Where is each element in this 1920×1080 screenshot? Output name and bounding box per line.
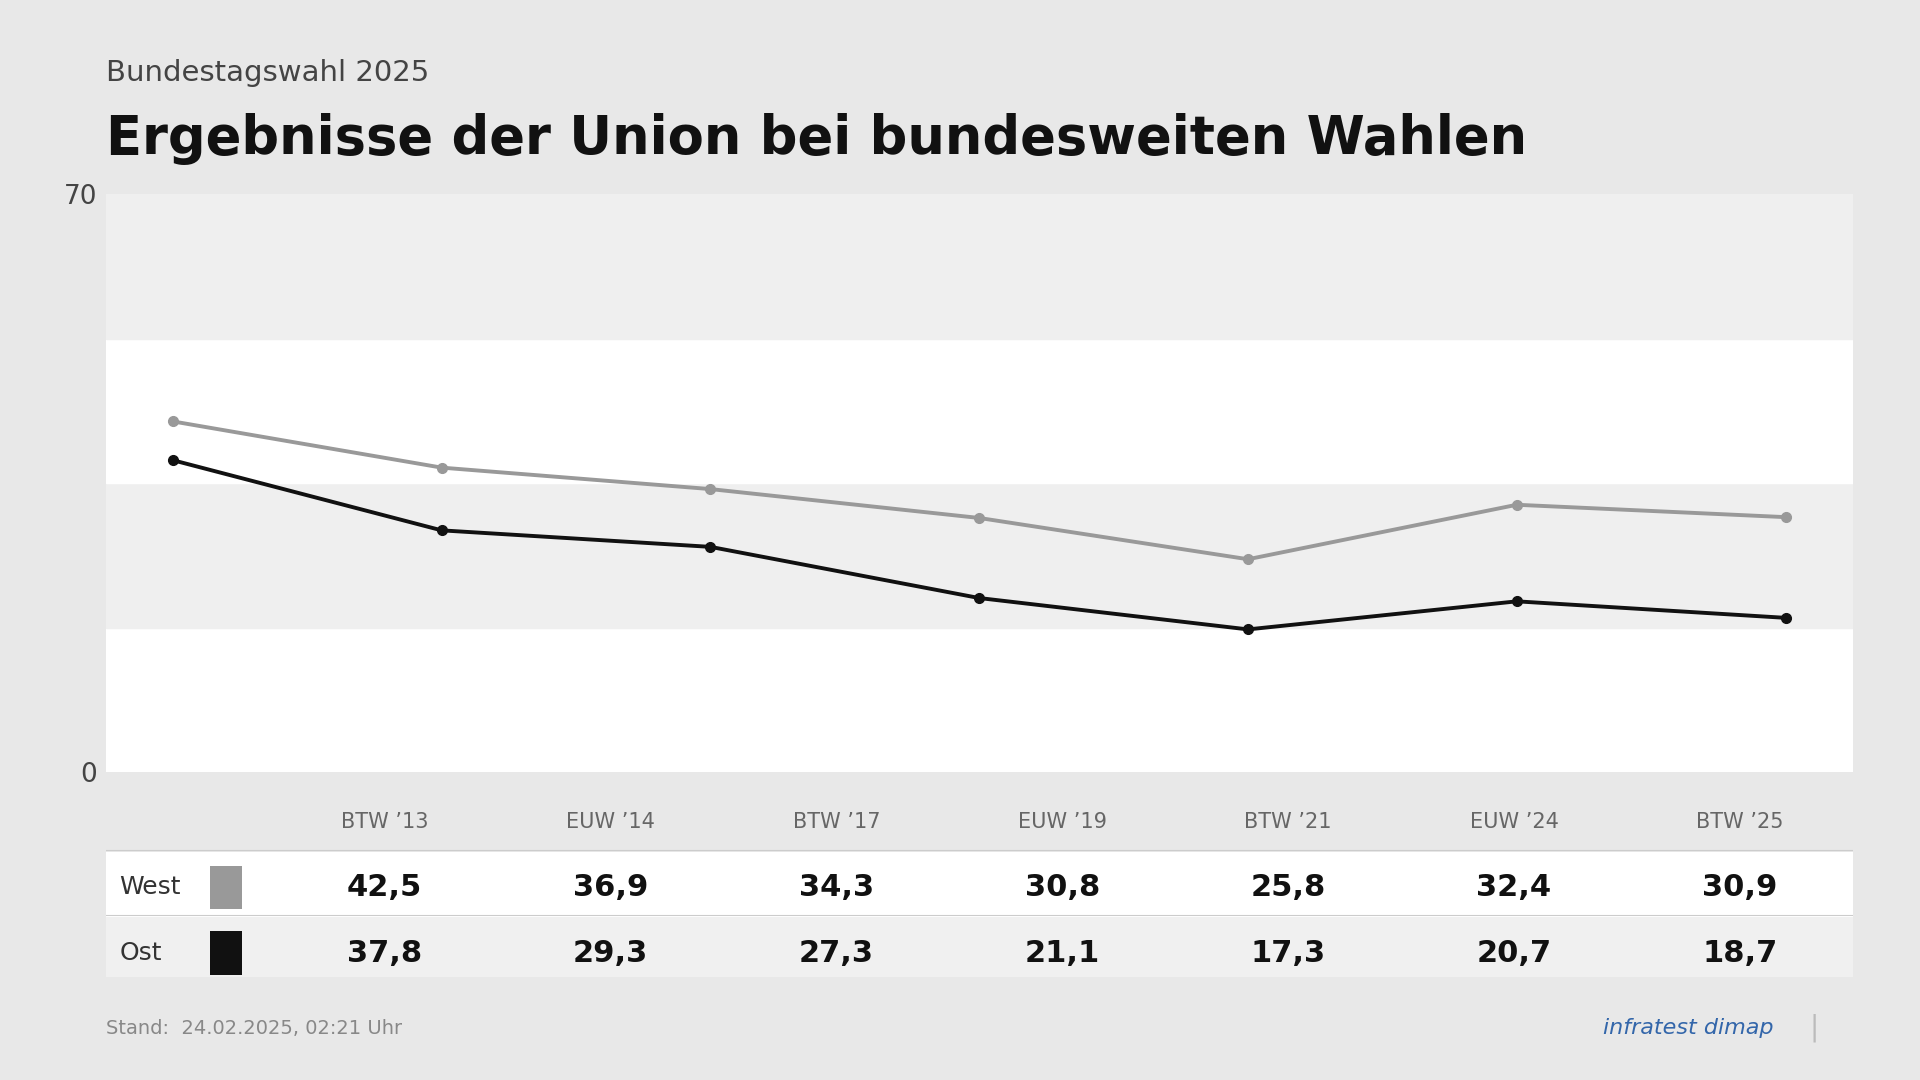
Text: Stand:  24.02.2025, 02:21 Uhr: Stand: 24.02.2025, 02:21 Uhr <box>106 1018 401 1038</box>
Text: 25,8: 25,8 <box>1250 873 1325 902</box>
Text: 27,3: 27,3 <box>799 939 874 968</box>
Text: EUW ’14: EUW ’14 <box>566 811 655 832</box>
Text: 29,3: 29,3 <box>572 939 649 968</box>
Text: 18,7: 18,7 <box>1703 939 1778 968</box>
Text: Ergebnisse der Union bei bundesweiten Wahlen: Ergebnisse der Union bei bundesweiten Wa… <box>106 113 1526 165</box>
Text: BTW ’13: BTW ’13 <box>340 811 428 832</box>
Text: BTW ’21: BTW ’21 <box>1244 811 1332 832</box>
Text: 21,1: 21,1 <box>1025 939 1100 968</box>
Bar <box>106 918 1853 989</box>
Text: 32,4: 32,4 <box>1476 873 1551 902</box>
Text: 30,9: 30,9 <box>1703 873 1778 902</box>
Bar <box>106 194 1853 339</box>
Text: 36,9: 36,9 <box>572 873 649 902</box>
Bar <box>106 484 1853 627</box>
Text: 20,7: 20,7 <box>1476 939 1551 968</box>
Text: |: | <box>1811 1014 1818 1042</box>
Bar <box>106 851 1853 923</box>
Text: BTW ’25: BTW ’25 <box>1695 811 1784 832</box>
Text: West: West <box>119 876 180 900</box>
Text: EUW ’19: EUW ’19 <box>1018 811 1106 832</box>
Bar <box>211 865 242 909</box>
Text: 34,3: 34,3 <box>799 873 874 902</box>
Text: infratest dimap: infratest dimap <box>1603 1018 1774 1038</box>
Bar <box>106 627 1853 772</box>
Bar <box>211 931 242 975</box>
Text: Ost: Ost <box>119 942 161 966</box>
Text: 30,8: 30,8 <box>1025 873 1100 902</box>
Bar <box>106 339 1853 484</box>
Text: BTW ’17: BTW ’17 <box>793 811 879 832</box>
Text: Bundestagswahl 2025: Bundestagswahl 2025 <box>106 59 428 87</box>
Text: 42,5: 42,5 <box>348 873 422 902</box>
Text: 17,3: 17,3 <box>1250 939 1325 968</box>
Text: 37,8: 37,8 <box>348 939 422 968</box>
Text: EUW ’24: EUW ’24 <box>1469 811 1559 832</box>
